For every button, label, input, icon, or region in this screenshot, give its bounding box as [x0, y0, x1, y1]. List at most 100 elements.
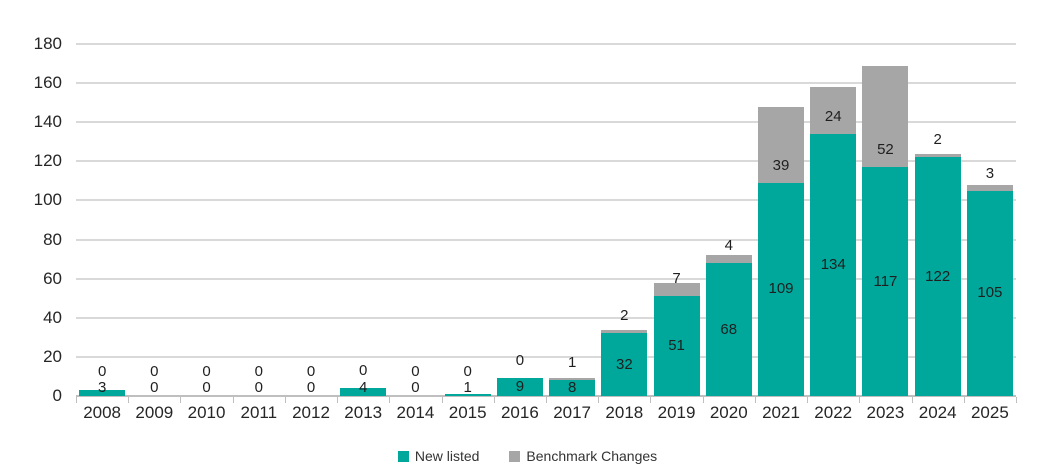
x-axis-tick — [546, 397, 547, 403]
x-axis-category-label: 2018 — [605, 403, 644, 422]
data-label-benchmark-changes: 2 — [933, 131, 942, 149]
x-axis-tick — [650, 397, 652, 403]
x-axis-tick — [76, 397, 77, 403]
data-label-benchmark-changes: 0 — [463, 363, 472, 380]
legend-item-label: Benchmark Changes — [526, 448, 658, 464]
gridline — [76, 82, 1016, 85]
bar-segment-new-listed — [810, 133, 857, 396]
x-axis-category-label: 2021 — [762, 403, 800, 422]
data-label-new-listed: 32 — [615, 355, 633, 373]
gridline — [76, 355, 1016, 358]
data-label-benchmark-changes: 24 — [824, 107, 842, 125]
gridline — [76, 199, 1016, 202]
bar-segment-benchmark-changes — [653, 282, 700, 297]
x-axis-category-label: 2017 — [553, 403, 592, 422]
data-label-new-listed: 68 — [720, 320, 738, 338]
data-label-new-listed: 0 — [411, 379, 420, 396]
bar-segment-new-listed — [444, 394, 491, 396]
x-axis-tick — [859, 397, 861, 403]
y-axis-tick-label: 160 — [33, 73, 62, 93]
y-axis-tick-label: 0 — [52, 386, 62, 405]
data-label-new-listed: 109 — [768, 280, 794, 298]
gridline — [76, 238, 1016, 241]
y-axis-tick-label: 100 — [33, 190, 62, 210]
data-label-benchmark-changes: 39 — [772, 156, 790, 174]
data-label-new-listed: 1 — [463, 379, 472, 396]
x-axis-tick — [598, 397, 600, 403]
bar-segment-new-listed — [340, 388, 387, 396]
bar-segment-benchmark-changes — [810, 87, 857, 134]
bar-segment-new-listed — [705, 263, 752, 396]
data-label-benchmark-changes: 0 — [254, 363, 263, 380]
gridline — [76, 43, 1016, 45]
bar-segment-new-listed — [758, 182, 804, 396]
data-label-new-listed: 0 — [306, 379, 316, 396]
x-axis-category-label: 2019 — [657, 403, 696, 422]
x-axis-category-label: 2022 — [814, 403, 853, 422]
legend-item: New listed — [397, 448, 480, 464]
x-axis-category-label: 2011 — [240, 403, 278, 422]
x-axis-category-label: 2020 — [709, 403, 748, 422]
data-label-new-listed: 122 — [925, 267, 951, 285]
data-label-benchmark-changes: 0 — [515, 352, 525, 370]
bar-segment-new-listed — [601, 333, 648, 396]
legend-item-label: New listed — [414, 448, 480, 464]
bar-segment-benchmark-changes — [966, 184, 1013, 191]
y-axis-tick-label: 140 — [33, 112, 62, 132]
legend-swatch-icon — [509, 450, 521, 462]
x-axis-tick — [963, 397, 965, 403]
data-label-new-listed: 3 — [97, 379, 107, 396]
data-label-benchmark-changes: 1 — [567, 354, 577, 372]
x-axis-tick — [1016, 397, 1017, 403]
bar-segment-new-listed — [862, 167, 909, 396]
x-axis-category-label: 2013 — [344, 403, 383, 422]
data-label-new-listed: 105 — [977, 284, 1003, 302]
x-axis-tick — [284, 397, 286, 403]
data-label-benchmark-changes: 0 — [411, 363, 420, 380]
x-axis-tick — [180, 397, 182, 403]
bar-segment-benchmark-changes — [549, 378, 596, 381]
gridline — [76, 121, 1016, 124]
y-axis-tick-label: 180 — [33, 34, 62, 53]
bar-segment-benchmark-changes — [601, 329, 648, 334]
x-axis-tick — [389, 397, 391, 403]
x-axis-category-label: 2014 — [396, 403, 435, 422]
x-axis-tick — [441, 397, 443, 403]
x-axis-tick — [702, 397, 704, 403]
data-label-benchmark-changes: 0 — [202, 363, 211, 380]
bar-segment-new-listed — [549, 380, 596, 396]
x-axis-tick — [911, 397, 913, 403]
data-label-new-listed: 0 — [202, 379, 211, 396]
x-axis-tick — [807, 397, 809, 403]
x-axis-tick — [493, 397, 495, 403]
x-axis-category-label: 2023 — [866, 403, 905, 422]
data-label-new-listed: 51 — [668, 337, 685, 355]
x-axis-category-label: 2016 — [500, 403, 539, 422]
bar-segment-benchmark-changes — [705, 255, 752, 263]
data-label-benchmark-changes: 52 — [877, 141, 894, 159]
y-axis-tick-label: 40 — [43, 307, 62, 327]
bar-segment-new-listed — [966, 190, 1013, 396]
bar-segment-new-listed — [79, 390, 126, 396]
x-axis-category-label: 2010 — [187, 403, 226, 422]
data-label-benchmark-changes: 0 — [150, 363, 159, 380]
data-label-benchmark-changes: 3 — [985, 164, 995, 182]
data-label-new-listed: 117 — [873, 272, 898, 290]
x-axis-category-label: 2008 — [83, 403, 122, 422]
data-label-benchmark-changes: 0 — [306, 363, 316, 380]
bar-segment-new-listed — [914, 157, 961, 396]
x-axis-tick — [337, 397, 339, 403]
x-axis-category-label: 2009 — [135, 403, 174, 422]
legend-swatch-icon — [397, 450, 409, 462]
data-label-benchmark-changes: 0 — [359, 362, 368, 380]
legend-item: Benchmark Changes — [509, 449, 657, 463]
data-label-benchmark-changes: 7 — [672, 270, 681, 288]
bar-segment-new-listed — [653, 296, 700, 396]
data-label-new-listed: 0 — [150, 379, 159, 396]
y-axis-tick-label: 60 — [43, 268, 62, 288]
gridline — [76, 160, 1016, 163]
x-axis-line — [76, 395, 1016, 397]
x-axis-category-label: 2012 — [292, 403, 330, 422]
data-label-new-listed: 8 — [567, 379, 577, 396]
